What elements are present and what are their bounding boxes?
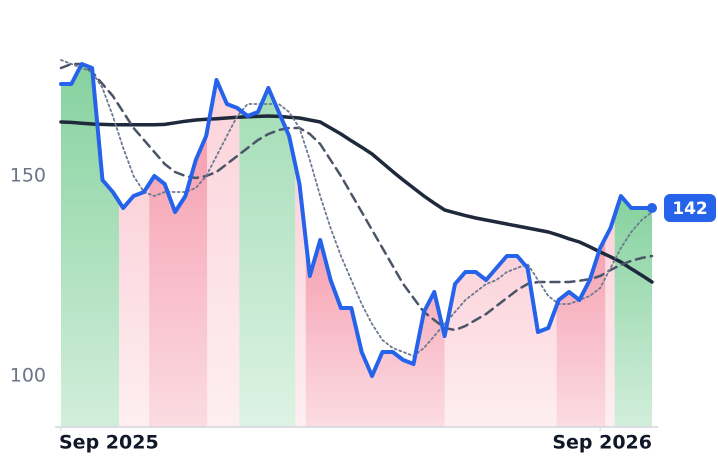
- regime-area: [61, 64, 120, 427]
- regime-area: [305, 239, 445, 427]
- regime-area: [444, 256, 557, 427]
- regime-area: [605, 215, 615, 427]
- price-tag-label: 142: [672, 199, 708, 219]
- regime-area: [149, 130, 208, 427]
- average-line: [59, 114, 654, 284]
- price-line: [59, 62, 654, 378]
- average-line: [59, 62, 654, 332]
- x-tick-label: Sep 2026: [552, 432, 652, 454]
- regime-area: [556, 238, 606, 427]
- y-tick-label: 150: [10, 165, 46, 187]
- regime-area: [207, 80, 240, 427]
- regime-area: [614, 196, 652, 427]
- x-tick-label: Sep 2025: [59, 432, 159, 454]
- regime-area: [119, 184, 150, 427]
- y-tick-label: 100: [10, 365, 46, 387]
- price-tag: [664, 194, 716, 222]
- regime-area: [239, 88, 296, 427]
- last-point: [647, 203, 657, 213]
- average-line: [60, 59, 653, 357]
